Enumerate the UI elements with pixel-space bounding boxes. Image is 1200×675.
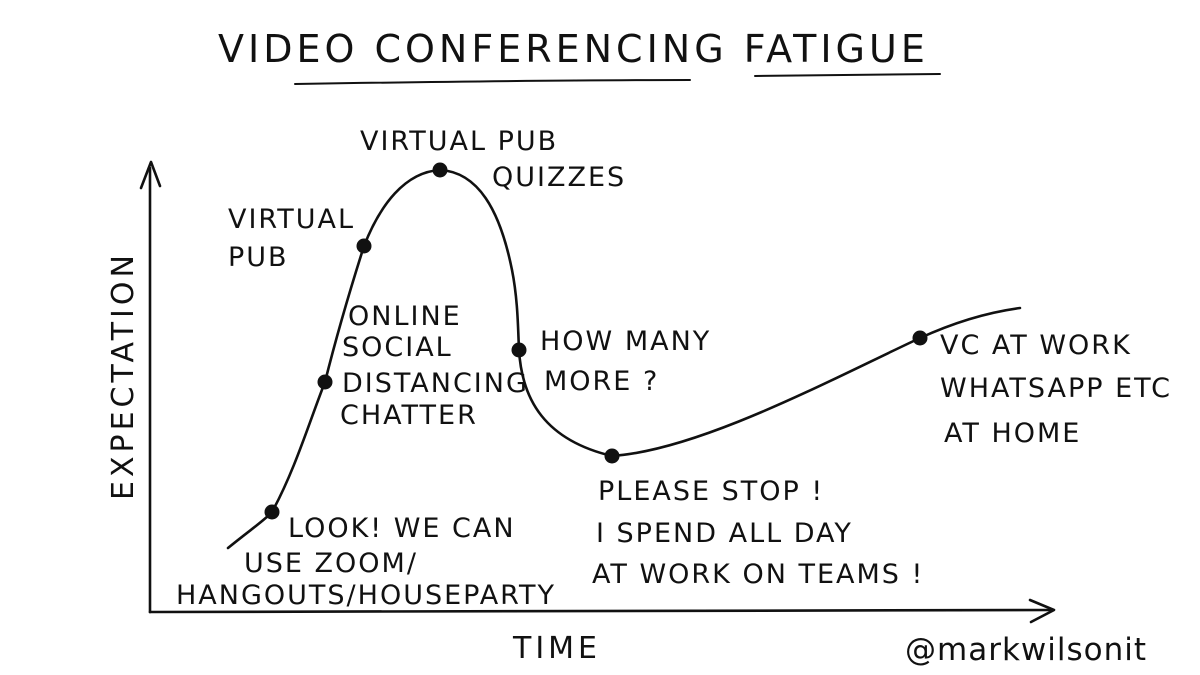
y-axis-label: EXPECTATION [106,251,141,500]
stage-dot-vc-at-work [912,330,928,346]
stage-label-line: USE ZOOM/ [244,548,418,579]
stage-label-line: AT WORK ON TEAMS ! [592,559,924,590]
stage-label-pub-quizzes: VIRTUAL PUB QUIZZES [360,126,626,193]
stage-label-social-chatter: ONLINE SOCIAL DISTANCING CHATTER [340,301,529,431]
stage-label-line: SOCIAL [342,332,453,363]
stage-dot-social-chatter [317,374,333,390]
stage-label-line: HOW MANY [540,326,711,357]
stage-label-line: VIRTUAL [228,204,355,235]
diagram-title: VIDEO CONFERENCING FATIGUE [218,27,929,71]
stage-label-line: MORE ? [544,366,659,397]
stage-dot-virtual-pub [356,238,372,254]
stage-label-line: AT HOME [944,418,1081,449]
stage-dot-how-many-more [511,342,527,358]
stage-label-line: WHATSAPP ETC [940,373,1172,404]
stage-label-line: ONLINE [348,301,462,332]
stage-label-line: VC AT WORK [940,330,1132,361]
stage-label-line: CHATTER [340,400,478,431]
author-credit: @markwilsonit [905,632,1147,668]
stage-label-please-stop: PLEASE STOP ! I SPEND ALL DAY AT WORK ON… [592,476,924,590]
stage-label-line: LOOK! WE CAN [288,513,516,544]
stage-label-how-many-more: HOW MANY MORE ? [540,326,711,397]
title-underline-right [754,73,941,77]
stage-dot-please-stop [604,448,620,464]
stage-dot-trigger [264,504,280,520]
stage-label-line: PLEASE STOP ! [598,476,824,507]
y-axis-arrow-icon [139,160,162,190]
x-axis-arrow-icon [1028,598,1056,624]
x-axis-label: TIME [512,631,601,666]
x-axis-line [148,608,1054,614]
stage-label-line: QUIZZES [492,162,626,193]
hype-cycle-curve [226,168,1022,550]
stage-dot-pub-quizzes [432,162,448,178]
stage-label-line: I SPEND ALL DAY [596,518,853,549]
stage-label-virtual-pub: VIRTUAL PUB [228,204,355,273]
stage-label-trigger: LOOK! WE CAN USE ZOOM/ HANGOUTS/HOUSEPAR… [176,513,556,611]
stage-label-line: PUB [228,242,289,273]
title-underline-left [294,79,691,85]
stage-label-vc-at-work: VC AT WORK WHATSAPP ETC AT HOME [940,330,1172,449]
stage-label-line: HANGOUTS/HOUSEPARTY [176,580,556,611]
stage-label-line: VIRTUAL PUB [360,126,558,157]
stage-label-line: DISTANCING [342,368,529,399]
